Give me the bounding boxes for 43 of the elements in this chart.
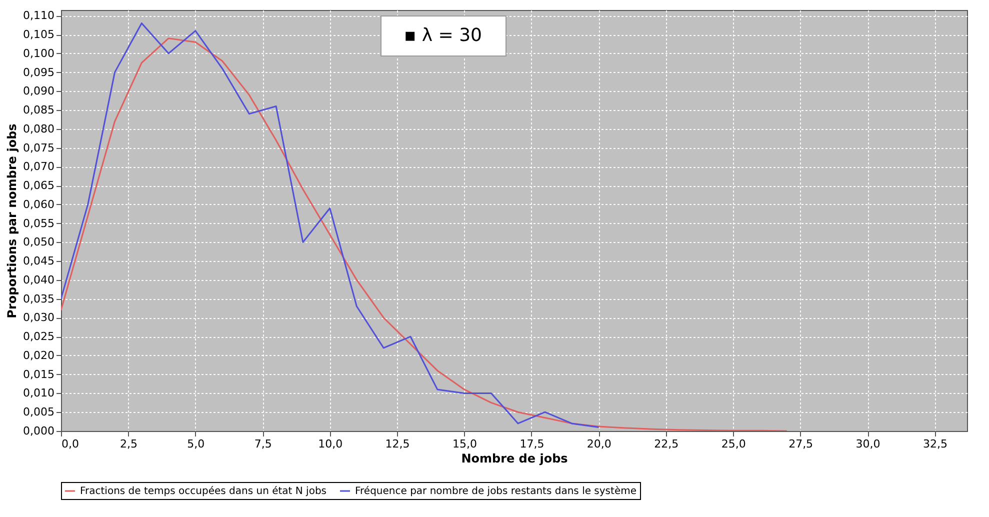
legend-label: Fréquence par nombre de jobs restants dans le système bbox=[355, 486, 636, 497]
y-tick-label: 0,055 bbox=[23, 216, 54, 230]
y-tick-label: 0,095 bbox=[23, 66, 54, 79]
y-tick-label: 0,025 bbox=[23, 330, 54, 344]
x-tick-label: 5,0 bbox=[187, 438, 205, 450]
y-tick-label: 0,110 bbox=[23, 9, 54, 22]
y-tick-label: 0,080 bbox=[23, 122, 54, 136]
y-tick-label: 0,075 bbox=[23, 141, 54, 154]
x-tick-label: 27,5 bbox=[788, 438, 814, 450]
x-tick-label: 7,5 bbox=[254, 438, 272, 450]
x-tick-label: 15,0 bbox=[452, 438, 478, 450]
x-axis-title: Nombre de jobs bbox=[461, 452, 568, 466]
y-tick-label: 0,020 bbox=[23, 348, 54, 362]
x-tick-label: 30,0 bbox=[856, 438, 880, 450]
legend-label: Fractions de temps occupées dans un état N jobs bbox=[80, 486, 326, 497]
y-tick-label: 0,035 bbox=[23, 292, 54, 306]
y-tick-label: 0,000 bbox=[23, 424, 54, 438]
y-tick-label: 0,030 bbox=[23, 311, 54, 324]
x-tick-label: 0,0 bbox=[62, 438, 79, 450]
y-tick-label: 0,015 bbox=[23, 368, 54, 381]
y-tick-label: 0,090 bbox=[23, 84, 54, 98]
x-tick-label: 10,0 bbox=[318, 438, 343, 450]
annotation: ▪ λ = 30 bbox=[404, 25, 482, 46]
x-tick-label: 12,5 bbox=[385, 438, 410, 450]
y-tick-label: 0,100 bbox=[23, 46, 54, 60]
y-axis-title: Proportions par nombre jobs bbox=[5, 124, 20, 318]
y-tick-label: 0,085 bbox=[23, 104, 54, 117]
x-tick-label: 20,0 bbox=[586, 438, 612, 450]
x-tick-label: 32,5 bbox=[922, 438, 948, 450]
y-tick-label: 0,045 bbox=[23, 254, 54, 268]
x-tick-label: 2,5 bbox=[120, 438, 138, 450]
line-series bbox=[61, 22, 600, 428]
y-tick-label: 0,040 bbox=[23, 273, 54, 286]
x-tick-label: 17,5 bbox=[520, 438, 544, 450]
y-tick-label: 0,050 bbox=[23, 236, 54, 249]
y-tick-label: 0,065 bbox=[23, 179, 54, 192]
y-tick-label: 0,105 bbox=[23, 28, 54, 42]
y-tick-label: 0,010 bbox=[23, 386, 54, 400]
x-tick-label: 25,0 bbox=[721, 438, 746, 450]
x-tick-label: 22,5 bbox=[654, 438, 679, 450]
y-tick-label: 0,070 bbox=[23, 160, 54, 174]
y-tick-label: 0,005 bbox=[23, 406, 54, 419]
y-tick-label: 0,060 bbox=[23, 198, 54, 211]
